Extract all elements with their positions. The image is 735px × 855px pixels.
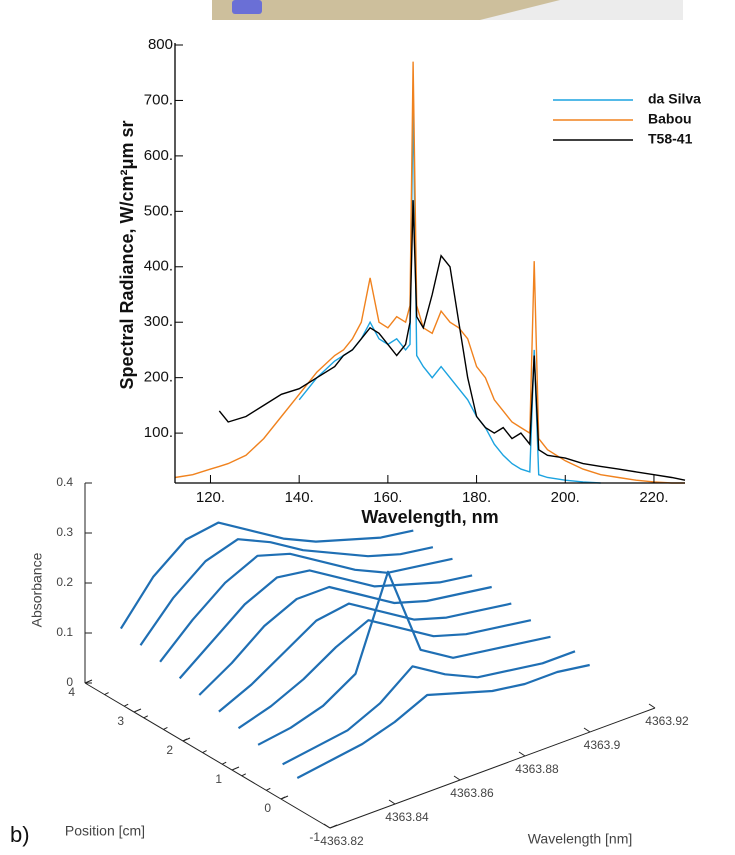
y-tick-label: 300. — [144, 313, 173, 330]
position-tick — [182, 738, 188, 742]
x-tick-label: 4363.84 — [385, 810, 429, 824]
y-tick-label: 2 — [166, 743, 173, 757]
panel-label: b) — [10, 822, 30, 847]
curve — [178, 569, 473, 680]
y-tick-label: 3 — [117, 714, 124, 728]
z-axis-label: Absorbance — [29, 552, 45, 627]
z-tick-label: 0.3 — [56, 525, 73, 539]
curve — [139, 538, 434, 646]
curve — [218, 602, 512, 713]
y-tick-label: 400. — [144, 258, 173, 275]
curve — [159, 552, 453, 663]
curve — [257, 570, 551, 746]
series-line — [298, 100, 601, 484]
curve — [119, 521, 414, 630]
y-tick-label: 1 — [215, 772, 222, 786]
curve — [237, 619, 532, 730]
x-tick-label: 4363.88 — [515, 762, 559, 776]
y-tick — [329, 824, 338, 829]
spectrum-chart: 100. 200. 300. 400. 500. 600. 700. 800 120. 140. 1… — [117, 36, 701, 527]
x-tick — [518, 751, 526, 757]
x-tick — [453, 775, 461, 781]
y-tick-label: 100. — [144, 424, 173, 441]
x-axis-label: Wavelength [nm] — [528, 831, 633, 847]
position-tick — [280, 796, 286, 800]
x-tick-label: 4363.9 — [584, 738, 621, 752]
y-tick-label: 200. — [144, 369, 173, 386]
y-tick-label: 800 — [148, 36, 173, 53]
position-tick — [143, 715, 149, 719]
position-tick — [104, 692, 109, 696]
x-tick-label: 220. — [639, 489, 668, 506]
x-tick-label: 4363.82 — [320, 834, 364, 848]
y-axis — [84, 682, 331, 829]
curve — [282, 650, 576, 766]
y-tick-label: 500. — [144, 202, 173, 219]
x-tick-label: 120. — [196, 489, 225, 506]
x-axis-label: Wavelength, nm — [361, 507, 498, 527]
x-tick-label: 4363.92 — [645, 714, 689, 728]
position-tick — [266, 787, 271, 791]
curve — [296, 663, 590, 779]
z-tick-label: 0.2 — [56, 575, 73, 589]
x-tick-label: 180. — [462, 489, 491, 506]
x-tick-label: 200. — [551, 489, 580, 506]
absorbance-3d-chart: 4363.82 4363.84 4363.86 4363.88 4363.9 4363.9… — [10, 475, 689, 848]
y-tick-label: 700. — [144, 91, 173, 108]
y-tick-label: 0 — [264, 801, 271, 815]
series-line — [174, 61, 685, 484]
z-tick-label: 0.4 — [56, 475, 73, 489]
y-tick — [231, 766, 240, 771]
z-tick-label: 0.1 — [56, 625, 73, 639]
image-strip-shape — [212, 0, 560, 20]
y-tick-label: -1 — [309, 830, 320, 844]
x-tick-label: 140. — [285, 489, 314, 506]
x-tick-label: 4363.86 — [450, 786, 494, 800]
z-tick-label: 0 — [66, 675, 73, 689]
y-tick — [133, 708, 142, 713]
image-strip-object — [232, 0, 262, 14]
y-axis-label: Spectral Radiance, W/cm²μm sr — [117, 120, 137, 389]
legend-label: Babou — [648, 111, 692, 127]
y-tick-label: 4 — [68, 685, 75, 699]
position-tick — [241, 773, 247, 777]
series-line — [218, 200, 686, 481]
x-tick — [323, 823, 331, 829]
legend-label: T58-41 — [648, 131, 693, 147]
position-tick — [221, 761, 227, 765]
x-tick-label: 160. — [373, 489, 402, 506]
legend-label: da Silva — [648, 91, 701, 107]
position-tick — [163, 726, 168, 730]
x-tick — [648, 703, 656, 709]
curve — [198, 585, 492, 696]
x-axis — [329, 707, 656, 829]
y-axis-label: Position [cm] — [65, 823, 145, 839]
position-tick — [123, 703, 129, 707]
x-tick — [583, 727, 591, 733]
position-tick — [202, 750, 207, 754]
y-tick-label: 600. — [144, 147, 173, 164]
x-tick — [388, 799, 396, 805]
